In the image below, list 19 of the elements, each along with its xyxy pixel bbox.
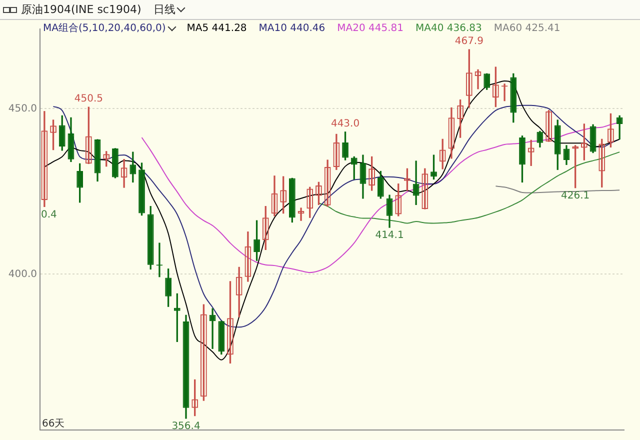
line-series	[318, 152, 620, 224]
chart-subtitle: 日线	[153, 2, 176, 18]
text: MA5 441.28	[186, 22, 247, 34]
text: MA20 445.81	[337, 22, 404, 34]
annotation: 0.4	[41, 209, 57, 220]
text: MA60 425.41	[494, 22, 560, 34]
chart-title: 原油1904(INE sc1904)	[21, 2, 142, 18]
annotation: 467.9	[454, 36, 484, 48]
annotation: 426.1	[561, 190, 590, 202]
y-tick-label: 450.0	[8, 103, 37, 114]
annotation: 414.1	[375, 230, 404, 242]
text: MA10 440.46	[258, 22, 326, 34]
annotation: 66天	[42, 418, 65, 430]
text: MA40 436.83	[416, 22, 482, 34]
annotation: 443.0	[330, 118, 360, 130]
annotation: 450.5	[74, 94, 103, 105]
annotation: 356.4	[172, 421, 200, 432]
y-tick-label: 400.0	[8, 268, 37, 280]
legend-title: MA组合(5,10,20,40,60,0)	[43, 22, 166, 35]
